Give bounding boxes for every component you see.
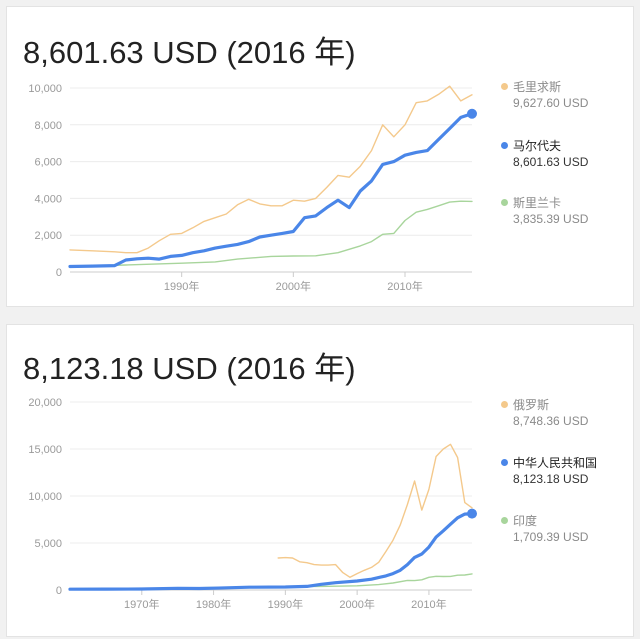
legend-name: 印度 <box>513 514 538 528</box>
series-line-毛里求斯 <box>69 85 473 254</box>
series-line-斯里兰卡 <box>69 200 473 268</box>
line-chart: 0 2,000 4,000 6,000 8,000 10,000 1990年 2000年 201… <box>28 83 477 293</box>
x-tick-label: 2010年 <box>387 279 422 293</box>
legend-name: 马尔代夫 <box>513 139 562 153</box>
legend-name: 毛里求斯 <box>513 80 562 94</box>
y-tick-label: 0 <box>56 267 62 279</box>
series-line-马尔代夫 <box>68 112 474 269</box>
legend-name: 斯里兰卡 <box>513 196 562 210</box>
y-tick-label: 5,000 <box>34 538 62 550</box>
y-tick-label: 2,000 <box>34 230 62 242</box>
legend-dot <box>501 142 508 149</box>
legend-value: 1,709.39 USD <box>513 530 589 544</box>
chart-card-mauritius-maldives-srilanka: 8,601.63 USD (2016 年) 0 2,000 4,000 6,000 8,… <box>6 6 634 307</box>
y-tick-label: 20,000 <box>28 397 62 409</box>
x-tick-label: 2010年 <box>411 597 446 611</box>
series-line-中华人民共和国 <box>68 512 474 591</box>
headline-value: 8,601.63 USD (2016 年) <box>23 35 356 70</box>
x-tick-label: 1970年 <box>124 597 159 611</box>
y-tick-label: 15,000 <box>28 444 62 456</box>
series-end-point <box>467 108 477 119</box>
y-tick-label: 10,000 <box>28 83 62 95</box>
legend-value: 8,748.36 USD <box>513 414 589 428</box>
legend-value: 8,123.18 USD <box>513 472 589 486</box>
legend-dot <box>501 459 508 466</box>
legend-dot <box>501 83 508 90</box>
legend-name: 俄罗斯 <box>513 398 550 412</box>
legend-value: 9,627.60 USD <box>513 96 589 110</box>
legend-name: 中华人民共和国 <box>513 456 598 470</box>
series-end-point <box>467 508 477 519</box>
legend-dot <box>501 517 508 524</box>
y-tick-label: 8,000 <box>34 120 62 132</box>
y-tick-label: 10,000 <box>28 491 62 503</box>
series-line-俄罗斯 <box>277 443 473 579</box>
line-chart: 0 5,000 10,000 15,000 20,000 1970年 1980年 1990年 2… <box>28 397 477 611</box>
y-tick-label: 4,000 <box>34 193 62 205</box>
y-tick-label: 6,000 <box>34 157 62 169</box>
legend-value: 8,601.63 USD <box>513 155 589 169</box>
y-tick-label: 0 <box>56 585 62 597</box>
legend-value: 3,835.39 USD <box>513 212 589 226</box>
legend-dot <box>501 401 508 408</box>
chart-card-russia-china-india: 8,123.18 USD (2016 年) 0 5,000 10,000 15,000… <box>6 324 634 637</box>
legend-dot <box>501 199 508 206</box>
x-tick-label: 1990年 <box>268 597 303 611</box>
x-tick-label: 2000年 <box>276 279 311 293</box>
headline-value: 8,123.18 USD (2016 年) <box>23 351 356 386</box>
x-tick-label: 1980年 <box>196 597 231 611</box>
x-tick-label: 1990年 <box>164 279 199 293</box>
x-tick-label: 2000年 <box>339 597 374 611</box>
